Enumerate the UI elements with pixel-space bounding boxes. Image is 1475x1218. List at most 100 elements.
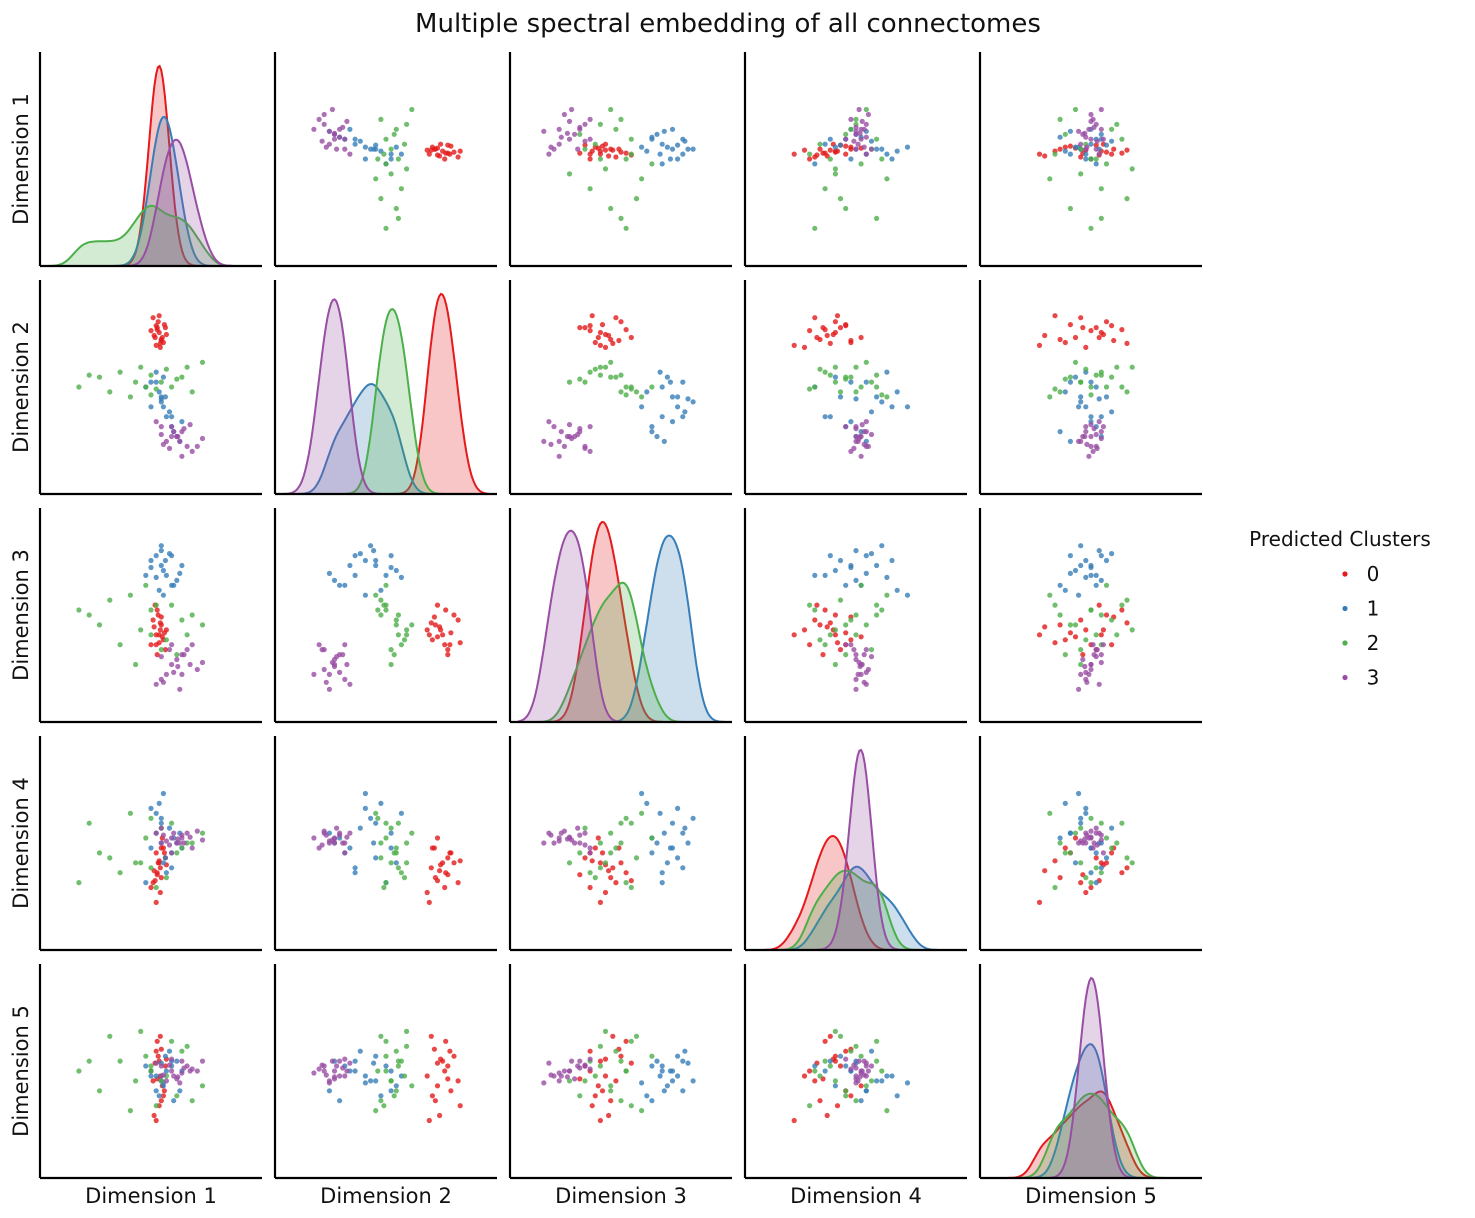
point-cluster-2 xyxy=(618,116,624,122)
point-cluster-1 xyxy=(373,562,379,569)
point-cluster-3 xyxy=(548,441,554,447)
point-cluster-0 xyxy=(1119,607,1125,613)
point-cluster-2 xyxy=(143,1053,149,1059)
kde-fill-cluster-2 xyxy=(988,1093,1194,1178)
point-cluster-3 xyxy=(169,661,175,668)
point-cluster-1 xyxy=(169,414,175,420)
point-cluster-1 xyxy=(812,572,818,579)
point-cluster-3 xyxy=(1076,840,1082,846)
point-cluster-0 xyxy=(154,607,160,613)
point-cluster-3 xyxy=(575,825,581,831)
point-cluster-2 xyxy=(848,1048,854,1054)
point-cluster-1 xyxy=(169,865,175,871)
point-cluster-2 xyxy=(618,820,624,826)
point-cluster-2 xyxy=(409,1083,415,1089)
point-cluster-2 xyxy=(817,366,823,372)
point-cluster-2 xyxy=(582,379,588,385)
point-cluster-2 xyxy=(843,1088,849,1094)
point-cluster-2 xyxy=(383,161,389,167)
point-cluster-0 xyxy=(807,642,813,648)
point-cluster-1 xyxy=(1078,820,1084,826)
legend-marker-0 xyxy=(1342,571,1348,577)
point-cluster-3 xyxy=(311,1070,317,1076)
point-cluster-0 xyxy=(161,322,167,328)
point-cluster-1 xyxy=(680,151,686,157)
point-cluster-2 xyxy=(383,607,389,613)
kde-fill-cluster-1 xyxy=(48,117,254,266)
point-cluster-1 xyxy=(156,800,162,807)
point-cluster-3 xyxy=(1091,652,1097,658)
point-cluster-1 xyxy=(166,409,173,415)
point-cluster-2 xyxy=(566,1078,573,1084)
point-cluster-0 xyxy=(595,145,601,151)
point-cluster-3 xyxy=(541,128,547,134)
point-cluster-1 xyxy=(352,136,358,142)
point-cluster-0 xyxy=(812,617,818,623)
point-cluster-3 xyxy=(541,840,547,846)
point-cluster-0 xyxy=(1072,334,1079,341)
point-cluster-1 xyxy=(1109,551,1115,557)
point-cluster-3 xyxy=(848,642,854,648)
point-cluster-2 xyxy=(827,372,833,378)
point-cluster-0 xyxy=(858,1083,864,1089)
point-cluster-3 xyxy=(153,1060,159,1066)
point-cluster-3 xyxy=(1096,151,1102,157)
point-cluster-2 xyxy=(133,1078,139,1084)
point-cluster-0 xyxy=(153,899,159,906)
point-cluster-1 xyxy=(362,1073,368,1079)
point-cluster-1 xyxy=(1109,138,1115,144)
point-cluster-2 xyxy=(388,860,394,866)
point-cluster-3 xyxy=(323,1072,329,1078)
point-cluster-3 xyxy=(564,836,571,842)
point-cluster-1 xyxy=(171,1098,177,1104)
point-cluster-3 xyxy=(856,659,862,666)
point-cluster-3 xyxy=(169,424,175,430)
point-cluster-2 xyxy=(1124,196,1130,202)
point-cluster-0 xyxy=(582,142,588,148)
point-cluster-1 xyxy=(822,141,828,147)
point-cluster-2 xyxy=(608,830,614,836)
point-cluster-3 xyxy=(861,652,867,658)
point-cluster-2 xyxy=(1098,372,1104,378)
point-cluster-0 xyxy=(592,1093,598,1099)
point-cluster-2 xyxy=(163,366,169,372)
point-cluster-3 xyxy=(851,138,857,144)
point-cluster-0 xyxy=(822,607,828,613)
y-axis-label: Dimension 3 xyxy=(9,549,33,681)
point-cluster-3 xyxy=(344,118,350,124)
point-cluster-2 xyxy=(1124,389,1130,395)
point-cluster-2 xyxy=(874,136,880,142)
point-cluster-3 xyxy=(1088,443,1094,449)
point-cluster-2 xyxy=(1114,632,1120,638)
point-cluster-0 xyxy=(834,640,841,646)
point-cluster-2 xyxy=(138,1028,144,1034)
point-cluster-1 xyxy=(685,146,691,152)
point-cluster-3 xyxy=(587,1066,593,1072)
point-cluster-3 xyxy=(1084,832,1090,838)
point-cluster-2 xyxy=(639,1108,645,1114)
point-cluster-1 xyxy=(659,384,665,390)
point-cluster-2 xyxy=(602,166,609,172)
point-cluster-1 xyxy=(863,379,869,385)
kde-fill-cluster-0 xyxy=(988,1091,1194,1178)
point-cluster-3 xyxy=(175,663,181,670)
point-cluster-2 xyxy=(812,225,818,231)
point-cluster-2 xyxy=(179,617,185,623)
point-cluster-0 xyxy=(589,1103,595,1109)
point-cluster-3 xyxy=(1088,828,1094,834)
point-cluster-2 xyxy=(628,1038,634,1044)
point-cluster-0 xyxy=(1036,899,1043,906)
panel-3-1 xyxy=(38,508,262,724)
point-cluster-0 xyxy=(834,1103,841,1109)
point-cluster-2 xyxy=(843,1093,849,1099)
point-cluster-3 xyxy=(859,118,865,124)
point-cluster-0 xyxy=(613,315,619,321)
point-cluster-3 xyxy=(175,1074,181,1080)
point-cluster-2 xyxy=(383,1038,389,1044)
point-cluster-2 xyxy=(169,1038,175,1044)
kde-fill-cluster-2 xyxy=(283,309,489,494)
point-cluster-2 xyxy=(812,384,818,390)
point-cluster-3 xyxy=(331,136,338,142)
point-cluster-0 xyxy=(1042,868,1048,874)
panel-5-1 xyxy=(38,964,262,1180)
